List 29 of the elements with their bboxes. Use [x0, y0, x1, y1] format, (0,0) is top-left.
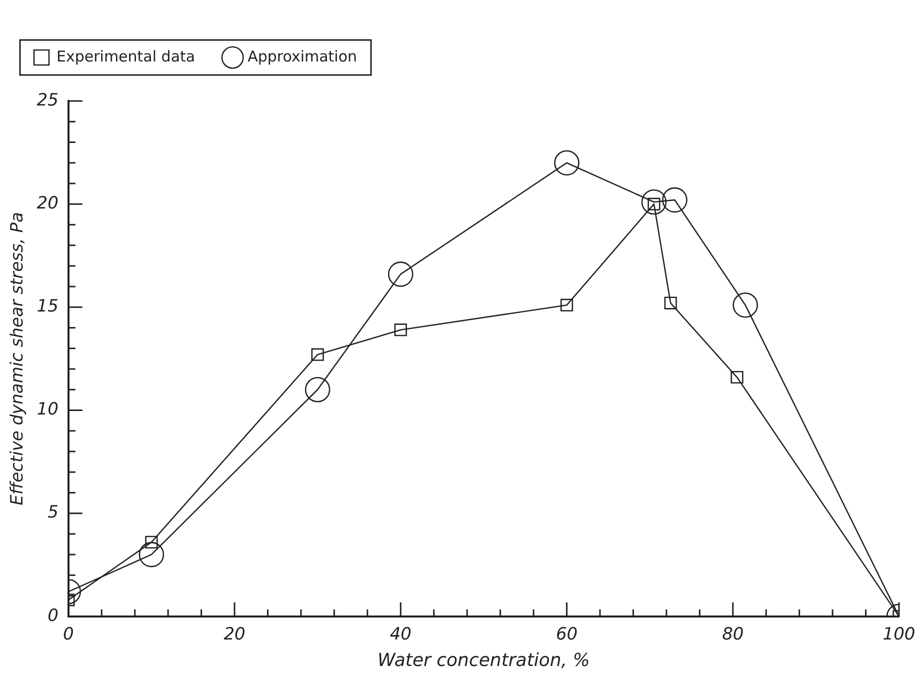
point	[641, 189, 667, 215]
y-axis-title: Effective dynamic shear stress, Pa	[8, 212, 28, 506]
point	[730, 370, 744, 384]
point	[145, 536, 158, 548]
x-tick-label: 0	[62, 624, 74, 644]
x-tick-label: 80	[722, 624, 744, 644]
y-tick-label: 5	[48, 502, 58, 523]
x-axis-title: Water concentration, %	[378, 650, 590, 671]
point	[394, 324, 407, 336]
point	[664, 296, 677, 310]
legend-label: Approximation	[248, 47, 358, 66]
y-tick-label: 10	[36, 400, 58, 420]
point	[732, 292, 758, 318]
x-tick-label: 40	[390, 624, 412, 644]
y-tick-label: 25	[36, 90, 58, 110]
point	[388, 262, 414, 287]
point	[560, 298, 574, 312]
point	[554, 150, 580, 176]
x-tick-label: 60	[556, 624, 578, 644]
point	[311, 348, 324, 361]
x-tick-label: 100	[882, 624, 916, 644]
y-tick-label: 20	[36, 194, 58, 214]
y-tick-label: 15	[36, 296, 58, 317]
y-tick-label: 0	[48, 606, 58, 626]
point	[138, 542, 164, 568]
point	[662, 187, 688, 213]
legend-label: Experimental data	[56, 47, 196, 66]
point	[304, 376, 330, 402]
x-tick-label: 20	[224, 624, 246, 644]
